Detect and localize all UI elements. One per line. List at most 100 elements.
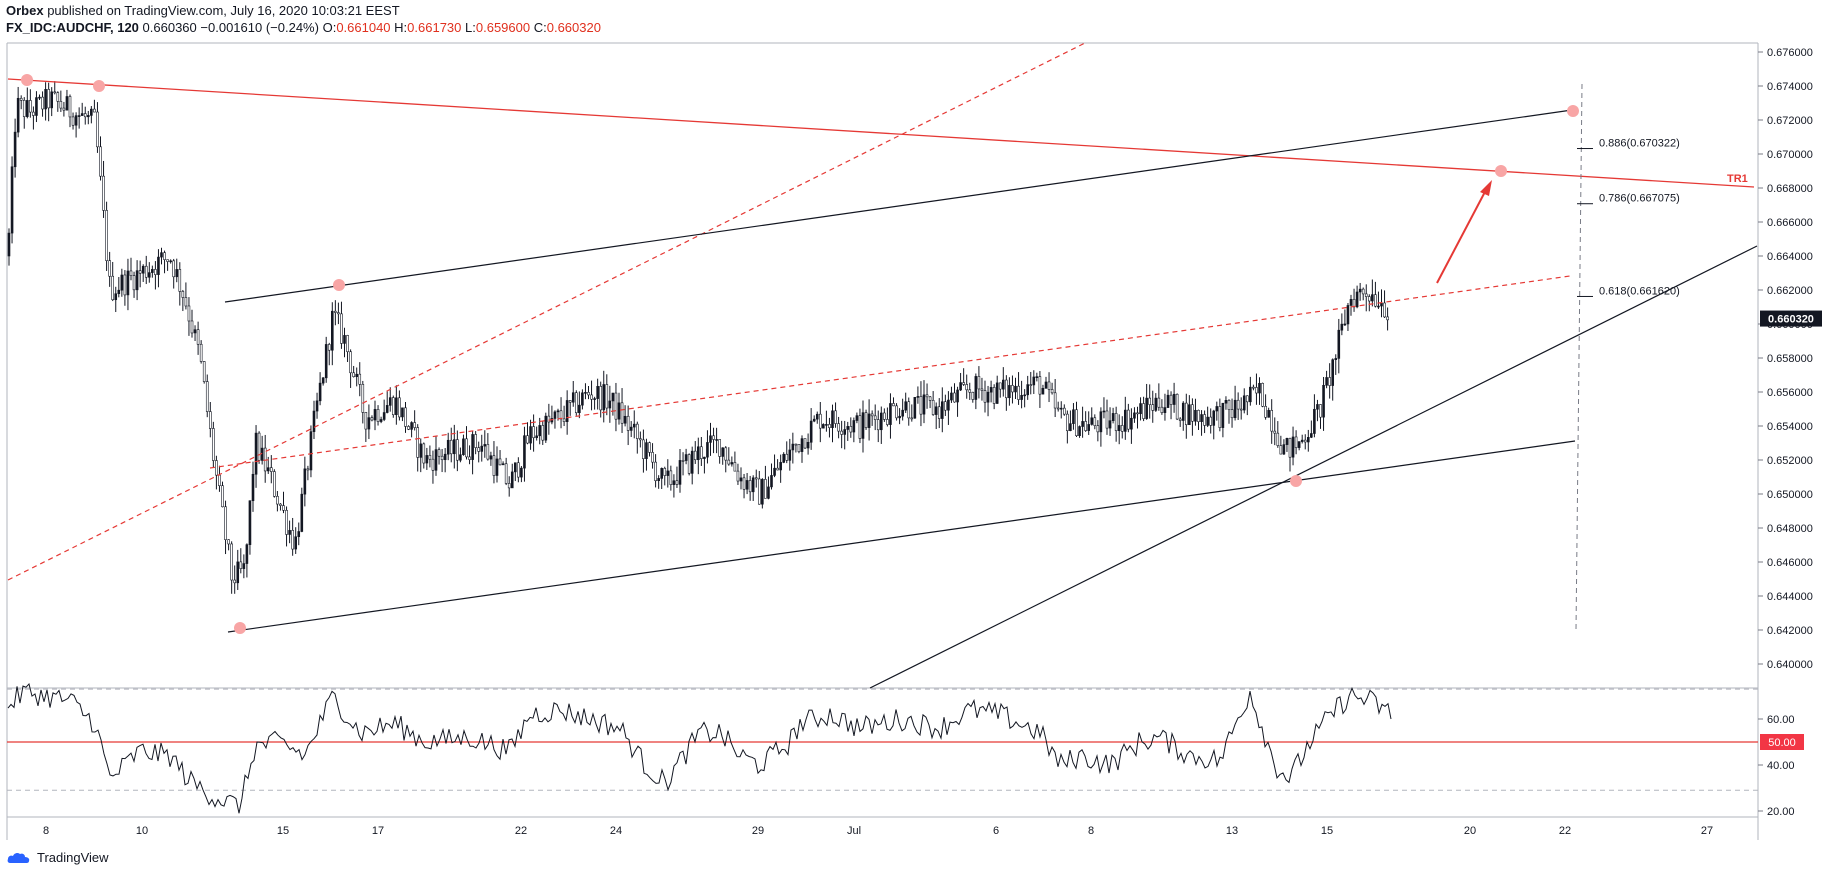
candle-body	[25, 100, 29, 117]
candle-body	[29, 100, 32, 113]
fib-levels[interactable]: 0.886(0.670322) 0.786(0.667075) 0.618(0.66…	[1577, 138, 1680, 298]
candle-body	[687, 454, 691, 474]
low-value: 0.659600	[475, 20, 531, 35]
candle-body	[812, 418, 816, 422]
publish-line: Orbex published on TradingView.com, July…	[6, 2, 601, 19]
time-tick-label: 8	[1088, 825, 1094, 837]
tr1-label: TR1	[1727, 173, 1748, 185]
candle-body	[876, 419, 880, 431]
candle-body	[1380, 302, 1383, 307]
candle-body	[995, 382, 999, 404]
candle-body	[1194, 409, 1197, 422]
candle-body	[1139, 403, 1142, 415]
candle-body	[1047, 381, 1051, 390]
candle-body	[669, 470, 673, 485]
candle-body	[815, 413, 819, 420]
tr1-trendline[interactable]	[7, 78, 1755, 188]
channel-upper-line[interactable]	[224, 109, 1573, 303]
candle-body	[632, 423, 636, 428]
candle-body	[99, 146, 102, 177]
candle-body	[584, 392, 587, 394]
candle-body	[181, 291, 185, 298]
drawing-tools[interactable]: TR1	[7, 42, 1758, 689]
candle-body	[959, 382, 962, 391]
shallow-dashed-trendline[interactable]	[209, 275, 1571, 469]
candle-body	[492, 455, 496, 476]
candle-body	[251, 473, 255, 502]
price-tick-label: 0.676000	[1767, 47, 1813, 59]
price-tick-label: 0.662000	[1767, 285, 1813, 297]
candle-body	[1023, 394, 1026, 397]
tradingview-footer[interactable]: TradingView	[6, 850, 109, 865]
steep-dashed-trendline[interactable]	[7, 42, 1086, 581]
rsi-pane[interactable]: 60.00 40.00 20.00	[7, 682, 1795, 818]
candle-body	[1300, 439, 1304, 442]
candle-body	[1029, 384, 1033, 386]
candle-body	[1069, 423, 1072, 431]
candle-body	[117, 289, 121, 295]
candle-body	[474, 434, 477, 448]
candle-body	[254, 432, 258, 475]
candle-body	[44, 89, 47, 110]
last-price: 0.660360	[142, 20, 197, 35]
candle-body	[471, 434, 474, 460]
rising-support-line[interactable]	[869, 245, 1758, 689]
candle-body	[553, 411, 557, 419]
candle-body	[886, 419, 889, 425]
candle-body	[593, 398, 596, 400]
candle-body	[858, 415, 862, 439]
candle-body	[352, 372, 355, 378]
candle-body	[690, 450, 694, 474]
candle-body	[230, 543, 233, 581]
candle-body	[285, 510, 288, 535]
chart-canvas[interactable]: 0.676000 0.674000 0.672000 0.670000 0.668000…	[0, 0, 1828, 850]
channel-lower-line[interactable]	[227, 440, 1576, 633]
candle-body	[102, 175, 105, 211]
candle-body	[724, 447, 728, 461]
candle-body	[998, 382, 1002, 390]
publisher-name[interactable]: Orbex	[6, 3, 44, 18]
candle-body	[398, 397, 401, 418]
candle-body	[645, 442, 648, 459]
symbol-label[interactable]: FX_IDC:AUDCHF, 120	[6, 20, 139, 35]
candle-body	[1063, 407, 1066, 415]
axis-badges: 0.660320 50.00	[1760, 310, 1822, 750]
candle-body	[1197, 409, 1200, 422]
candle-body	[919, 396, 923, 415]
candle-body	[608, 400, 612, 409]
candle-body	[370, 417, 374, 421]
candle-body	[776, 467, 779, 471]
pivot-marker	[21, 74, 33, 86]
candle-body	[1297, 441, 1301, 448]
candle-body	[1075, 409, 1078, 436]
candle-body	[19, 97, 23, 101]
candle-body	[794, 443, 798, 446]
candle-body	[1017, 385, 1020, 400]
candle-body	[324, 344, 328, 379]
candle-body	[266, 467, 270, 472]
candle-body	[797, 444, 801, 452]
candle-body	[785, 453, 789, 461]
candle-body	[388, 397, 392, 406]
candle-body	[1203, 414, 1206, 426]
price-axis[interactable]: 0.676000 0.674000 0.672000 0.670000 0.668000…	[1758, 47, 1813, 671]
rsi-tick-label: 20.00	[1767, 806, 1795, 818]
candle-body	[1358, 288, 1362, 293]
candle-body	[373, 409, 377, 421]
fib-extension-leg[interactable]	[1575, 83, 1583, 631]
candle-body	[1361, 288, 1365, 295]
candle-body	[337, 312, 340, 315]
candle-body	[788, 449, 792, 461]
projection-arrow[interactable]	[1436, 187, 1488, 284]
price-tick-label: 0.670000	[1767, 149, 1813, 161]
candle-body	[13, 131, 17, 168]
candle-body	[1011, 385, 1014, 393]
candle-body	[535, 435, 538, 439]
candle-body	[703, 456, 706, 459]
candle-body	[849, 426, 853, 433]
time-axis[interactable]: 8 10 15 17 22 24 29 Jul 6 8 13 15 20 22 27	[43, 825, 1713, 837]
candle-body	[53, 91, 57, 94]
candle-body	[1008, 385, 1011, 399]
candle-body	[626, 415, 630, 431]
low-label: L:	[465, 20, 476, 35]
